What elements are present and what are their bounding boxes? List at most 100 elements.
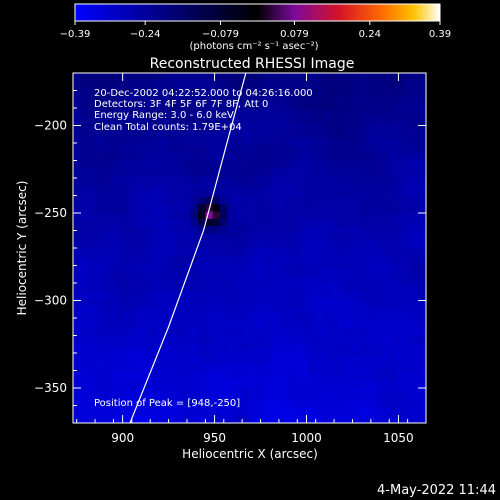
heatmap-cell <box>117 364 125 373</box>
heatmap-cell <box>308 175 317 183</box>
heatmap-cell <box>411 175 420 183</box>
heatmap-cell <box>418 124 426 132</box>
heatmap-cell <box>315 342 324 351</box>
heatmap-cell <box>271 291 280 300</box>
heatmap-cell <box>139 299 147 307</box>
heatmap-cell <box>227 350 236 358</box>
heatmap-cell <box>227 204 236 212</box>
heatmap-cell <box>220 153 228 161</box>
heatmap-cell <box>359 342 368 351</box>
heatmap-cell <box>374 145 383 154</box>
heatmap-cell <box>374 131 383 140</box>
heatmap-cell <box>131 248 140 256</box>
heatmap-cell <box>396 145 405 154</box>
heatmap-cell <box>220 350 228 358</box>
heatmap-cell <box>403 379 412 387</box>
heatmap-cell <box>95 218 103 227</box>
heatmap-cell <box>352 277 361 285</box>
heatmap-cell <box>396 408 405 417</box>
heatmap-cell <box>234 284 243 293</box>
heatmap-cell <box>308 160 317 169</box>
heatmap-cell <box>153 109 162 118</box>
heatmap-cell <box>73 211 81 220</box>
heatmap-cell <box>323 175 331 183</box>
heatmap-cell <box>124 218 133 227</box>
heatmap-cell <box>403 167 412 176</box>
heatmap-cell <box>286 393 295 402</box>
heatmap-cell <box>139 226 147 234</box>
heatmap-cell <box>109 204 118 212</box>
heatmap-cell <box>352 233 361 242</box>
heatmap-cell <box>80 189 89 198</box>
heatmap-cell <box>220 386 228 395</box>
heatmap-cell <box>102 379 111 387</box>
heatmap-cell <box>153 87 162 96</box>
heatmap-cell <box>264 277 272 285</box>
heatmap-cell <box>271 357 280 366</box>
heatmap-cell <box>293 393 302 402</box>
heatmap-cell <box>345 262 353 271</box>
heatmap-cell <box>359 299 368 307</box>
heatmap-cell <box>117 94 125 103</box>
heatmap-cell <box>293 255 302 263</box>
heatmap-cell <box>374 138 383 147</box>
heatmap-cell <box>367 116 375 125</box>
heatmap-cell <box>131 240 140 249</box>
heatmap-cell <box>139 248 147 256</box>
heatmap-cell <box>234 233 243 242</box>
heatmap-cell <box>249 167 258 176</box>
heatmap-cell <box>411 204 420 212</box>
heatmap-cell <box>153 182 162 191</box>
heatmap-cell <box>73 94 81 103</box>
heatmap-cell <box>109 218 118 227</box>
heatmap-cell <box>124 80 133 88</box>
heatmap-cell <box>418 328 426 336</box>
heatmap-cell <box>220 94 228 103</box>
heatmap-cell <box>183 255 192 263</box>
heatmap-cell <box>146 371 155 380</box>
heatmap-cell <box>389 131 397 140</box>
heatmap-cell <box>337 262 346 271</box>
heatmap-cell <box>249 313 258 322</box>
heatmap-cell <box>330 131 339 140</box>
heatmap-cell <box>315 138 324 147</box>
heatmap-cell <box>271 306 280 315</box>
heatmap-cell <box>220 211 228 220</box>
heatmap-cell <box>323 313 331 322</box>
heatmap-cell <box>381 262 390 271</box>
heatmap-cell <box>345 138 353 147</box>
heatmap-cell <box>198 80 206 88</box>
heatmap-cell <box>337 196 346 205</box>
heatmap-cell <box>308 364 317 373</box>
heatmap-cell <box>80 408 89 417</box>
heatmap-cell <box>352 248 361 256</box>
heatmap-cell <box>293 211 302 220</box>
heatmap-cell <box>286 313 295 322</box>
heatmap-cell <box>345 109 353 118</box>
heatmap-cell <box>308 357 317 366</box>
heatmap-cell <box>286 379 295 387</box>
heatmap-cell <box>337 175 346 183</box>
heatmap-cell <box>124 386 133 395</box>
heatmap-cell <box>220 357 228 366</box>
colorbar-gradient <box>74 3 441 22</box>
heatmap-cell <box>102 335 111 344</box>
heatmap-cell <box>161 175 169 183</box>
heatmap-cell <box>198 342 206 351</box>
y-tick-label: −250 <box>34 206 67 220</box>
heatmap-cell <box>271 393 280 402</box>
heatmap-cell <box>374 415 383 423</box>
heatmap-cell <box>411 313 420 322</box>
heatmap-cell <box>87 277 96 285</box>
heatmap-cell <box>87 313 96 322</box>
heatmap-cell <box>278 153 287 161</box>
heatmap-cell <box>308 145 317 154</box>
heatmap-cell <box>411 87 420 96</box>
heatmap-cell <box>242 335 250 344</box>
heatmap-cell <box>374 196 383 205</box>
heatmap-cell <box>389 182 397 191</box>
heatmap-cell <box>271 131 280 140</box>
heatmap-cell <box>418 138 426 147</box>
heatmap-cell <box>418 408 426 417</box>
heatmap-cell <box>109 262 118 271</box>
